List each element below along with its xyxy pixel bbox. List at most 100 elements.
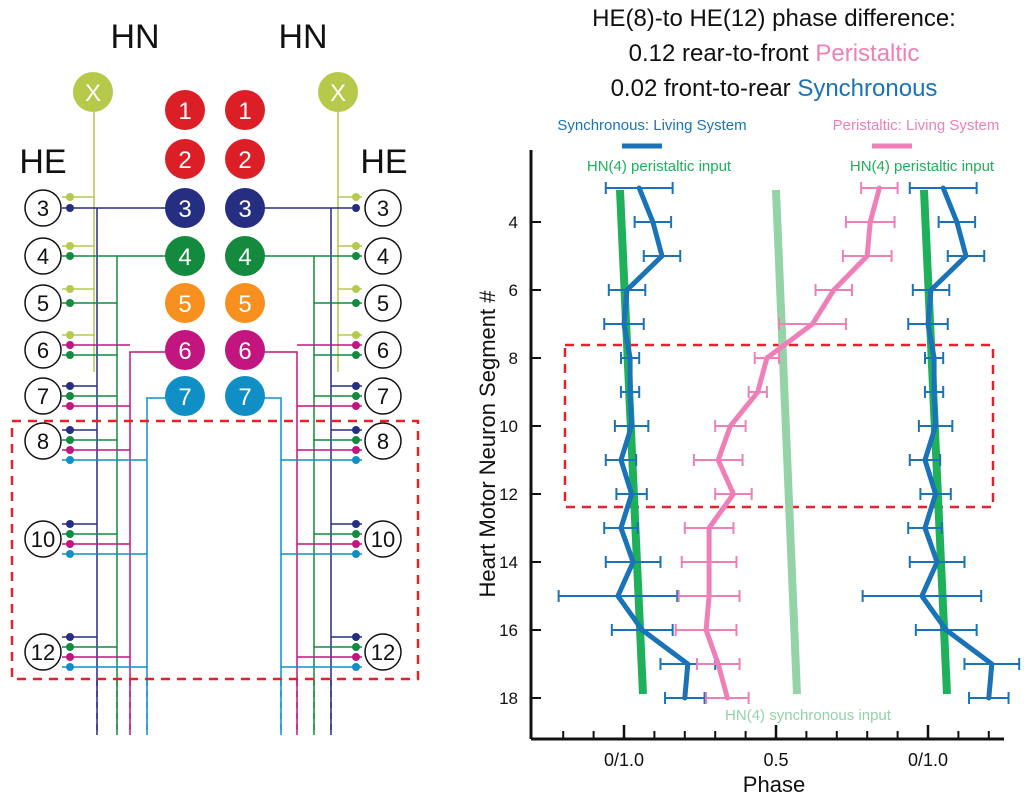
y-ticks: 4 6 8 10 12 14 16 18 — [499, 213, 541, 708]
hn-neuron-right-4-label: 4 — [238, 244, 251, 271]
x-neuron-left — [73, 72, 113, 112]
y-tick-label-10: 10 — [499, 417, 518, 436]
hn-neuron-right-5-label: 5 — [238, 291, 251, 318]
hn-neuron-left-7 — [165, 376, 205, 416]
he-neuron-right-10-label: 10 — [371, 527, 395, 552]
hn-neuron-left-1 — [165, 90, 205, 130]
hn-neuron-right-1 — [225, 90, 265, 130]
y-tick-label-16: 16 — [499, 621, 518, 640]
hn-neuron-left-3 — [165, 188, 205, 228]
x-axis-label: Phase — [743, 772, 805, 797]
he-neurons-left: 3 4 5 6 7 8 10 12 — [24, 189, 62, 671]
x-neuron-right — [318, 72, 358, 112]
hn-neuron-left-6-label: 6 — [178, 338, 191, 365]
he-neuron-right-3-label: 3 — [377, 196, 389, 221]
hn-neuron-left-2 — [165, 139, 205, 179]
hn-label-left: HN — [110, 18, 159, 56]
he-neuron-right-7-label: 7 — [377, 384, 389, 409]
axon-continuation — [96, 680, 332, 735]
header: HE(8)-to HE(12) phase difference: 0.12 r… — [592, 5, 956, 102]
he-neuron-left-4 — [24, 237, 62, 275]
he-neuron-right-6-label: 6 — [377, 338, 389, 363]
hn-neuron-left-5 — [165, 283, 205, 323]
phase-chart: Synchronous: Living System Peristaltic: … — [475, 117, 1021, 797]
he-neuron-left-12 — [24, 633, 62, 671]
he-neuron-left-7-label: 7 — [37, 384, 49, 409]
synchronous-series — [557, 182, 717, 704]
he-label-left: HE — [19, 143, 66, 181]
synchronous-line — [615, 185, 691, 701]
he-neuron-right-5-label: 5 — [377, 291, 389, 316]
hn-neuron-left-4 — [165, 236, 205, 276]
he-neuron-right-4 — [364, 237, 402, 275]
series-layer — [557, 182, 1021, 704]
annotation-hn-synchronous: HN(4) synchronous input — [725, 707, 892, 724]
he-neuron-left-8-label: 8 — [37, 429, 49, 454]
hn-peristaltic-input-line-right — [920, 189, 951, 695]
hn-neuron-right-7-label: 7 — [238, 384, 251, 411]
he-neuron-left-10-label: 10 — [31, 527, 55, 552]
hn-neuron-right-2-label: 2 — [238, 147, 251, 174]
he-neuron-left-7 — [24, 377, 62, 415]
y-axis-label: Heart Motor Neuron Segment # — [475, 290, 500, 598]
he-neuron-left-3-label: 3 — [37, 196, 49, 221]
x-neuron-right-label: X — [330, 80, 346, 107]
he-neuron-left-6 — [24, 331, 62, 369]
synchronous-line — [919, 185, 995, 701]
annotation-hn-peristaltic-left: HN(4) peristaltic input — [587, 158, 732, 175]
x-tick-label-2: 0/1.0 — [908, 750, 948, 770]
he-neuron-left-12-label: 12 — [31, 640, 55, 665]
y-tick-label-4: 4 — [509, 213, 518, 232]
y-tick-label-14: 14 — [499, 553, 518, 572]
he-neuron-right-8-label: 8 — [377, 429, 389, 454]
header-line2-prefix: 0.12 rear-to-front — [629, 40, 816, 67]
he-neuron-left-5-label: 5 — [37, 291, 49, 316]
header-line3-highlight: Synchronous — [797, 75, 937, 102]
hn-neuron-left-4-label: 4 — [178, 244, 191, 271]
x-ticks: 0/1.0 0.5 0/1.0 — [562, 725, 990, 770]
he-neuron-left-10 — [24, 520, 62, 558]
he-neuron-right-5 — [364, 284, 402, 322]
hn-neuron-left-1-label: 1 — [178, 98, 191, 125]
legend-synchronous-label: Synchronous: Living System — [557, 117, 746, 134]
synapses-left — [62, 193, 147, 671]
synapses-right — [281, 193, 362, 671]
y-tick-label-6: 6 — [509, 281, 518, 300]
hn-neuron-right-6 — [225, 330, 265, 370]
header-line3: 0.02 front-to-rear Synchronous — [611, 75, 938, 102]
header-line2: 0.12 rear-to-front Peristaltic — [629, 40, 920, 67]
hn-neuron-right-2 — [225, 139, 265, 179]
he-neuron-right-12 — [364, 633, 402, 671]
x-tick-label-1: 0.5 — [763, 750, 788, 770]
hn-neuron-right-1-label: 1 — [238, 98, 251, 125]
header-line2-highlight: Peristaltic — [815, 40, 919, 67]
he-neuron-right-12-label: 12 — [371, 640, 395, 665]
hn-neuron-left-6 — [165, 330, 205, 370]
hn-neuron-right-3-label: 3 — [238, 196, 251, 223]
he-neuron-left-3 — [24, 189, 62, 227]
he-neuron-left-6-label: 6 — [37, 338, 49, 363]
y-tick-label-12: 12 — [499, 485, 518, 504]
hn-neuron-right-3 — [225, 188, 265, 228]
he-neurons-right: 3 4 5 6 7 8 10 12 — [364, 189, 402, 671]
y-tick-label-18: 18 — [499, 689, 518, 708]
hn-neurons-right: 1 2 3 4 5 6 7 — [225, 90, 265, 416]
hn-label-right: HN — [278, 18, 327, 56]
hn-neuron-left-7-label: 7 — [178, 384, 191, 411]
x-neuron-left-label: X — [85, 80, 101, 107]
hn-neuron-right-4 — [225, 236, 265, 276]
y-tick-label-8: 8 — [509, 349, 518, 368]
he-neuron-left-8 — [24, 422, 62, 460]
hn-axons-left — [62, 207, 168, 735]
he-neuron-right-7 — [364, 377, 402, 415]
header-line3-prefix: 0.02 front-to-rear — [611, 75, 798, 102]
he-neuron-right-6 — [364, 331, 402, 369]
he-label-right: HE — [360, 143, 407, 181]
he-neuron-right-8 — [364, 422, 402, 460]
hn-neurons-left: 1 2 3 4 5 6 7 — [165, 90, 205, 416]
he-neuron-right-3 — [364, 189, 402, 227]
he-neuron-left-4-label: 4 — [37, 244, 49, 269]
legend-peristaltic-label: Peristaltic: Living System — [833, 117, 1000, 134]
hn-neuron-left-2-label: 2 — [178, 147, 191, 174]
